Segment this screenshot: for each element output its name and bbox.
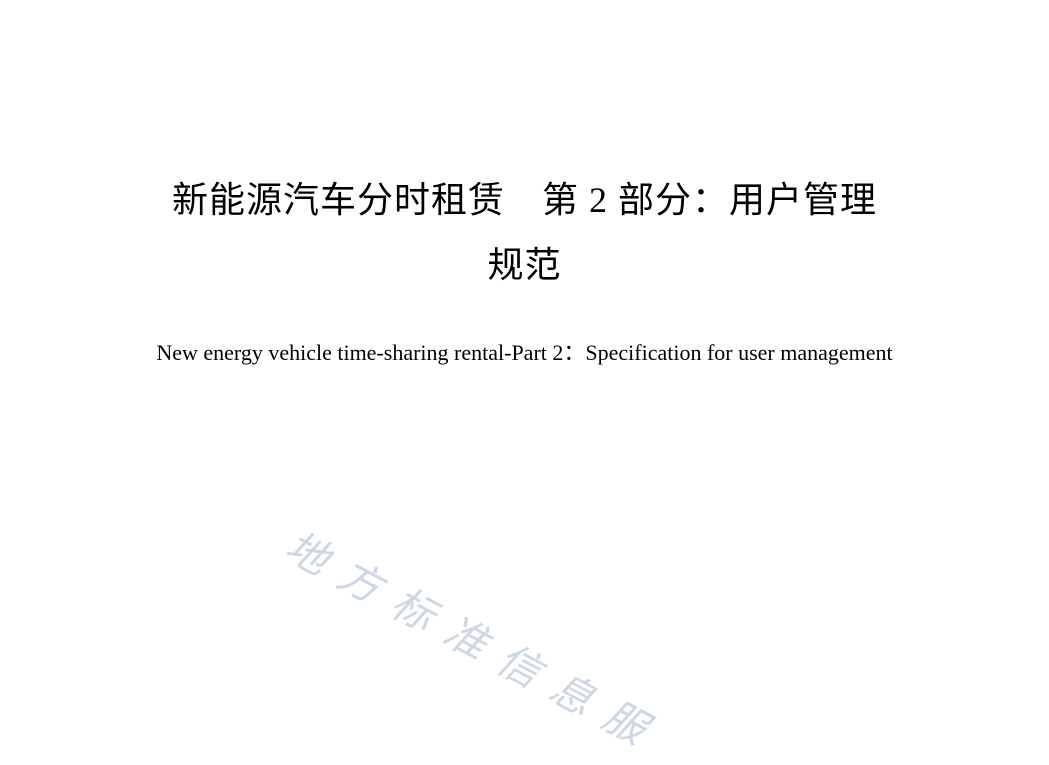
watermark-text: 地方标准信息服 — [276, 514, 675, 765]
title-chinese-line2: 规范 — [0, 233, 1049, 298]
title-chinese-line1: 新能源汽车分时租赁 第 2 部分：用户管理 — [0, 168, 1049, 233]
subtitle-english: New energy vehicle time-sharing rental-P… — [0, 336, 1049, 369]
title-container: 新能源汽车分时租赁 第 2 部分：用户管理 规范 New energy vehi… — [0, 168, 1049, 369]
